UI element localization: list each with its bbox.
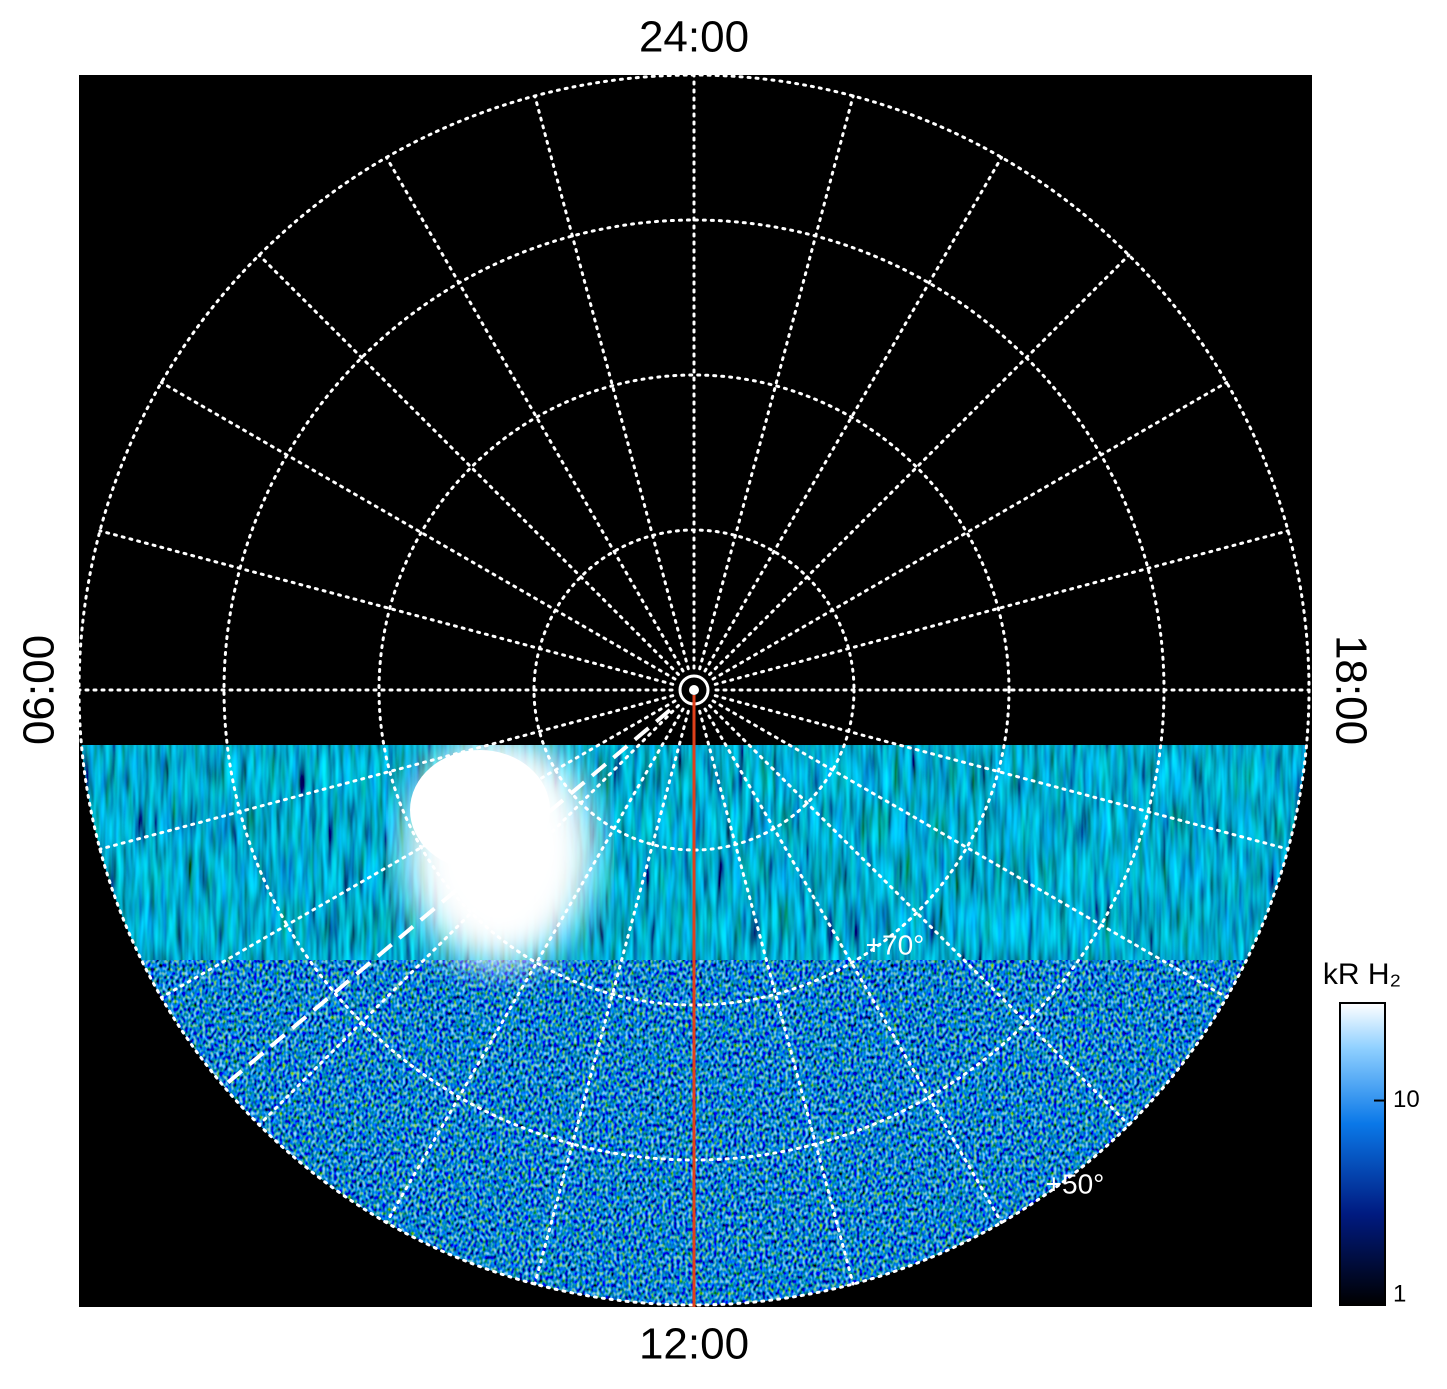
colorbar-tick-label: 10 — [1393, 1086, 1420, 1113]
pole-dot — [689, 685, 699, 695]
meridian — [385, 155, 685, 673]
meridian — [257, 704, 680, 1127]
meridian — [159, 381, 677, 681]
meridian — [711, 699, 1229, 999]
meridian — [711, 381, 1229, 681]
meridian — [385, 707, 685, 1225]
meridian — [703, 155, 1003, 673]
lt-left: 06:00 — [15, 635, 64, 745]
colorbar — [1339, 1002, 1386, 1306]
colorbar-axis: 1 10 — [1374, 1086, 1420, 1307]
meridian — [698, 709, 855, 1286]
meridian — [713, 529, 1290, 686]
meridian — [98, 529, 675, 686]
lt-top: 24:00 — [639, 13, 749, 62]
meridian — [98, 694, 675, 851]
colorbar-label: kR H₂ — [1323, 958, 1401, 991]
meridian — [708, 253, 1131, 676]
meridian — [713, 694, 1290, 851]
lt-bottom: 12:00 — [639, 1320, 749, 1369]
meridian — [708, 704, 1131, 1127]
meridian — [533, 94, 690, 671]
meridian — [703, 707, 1003, 1225]
meridian — [159, 699, 677, 999]
meridian — [698, 94, 855, 671]
lat-label: +70° — [866, 929, 925, 960]
colorbar-tick-label: 1 — [1393, 1280, 1406, 1307]
lt-right: 18:00 — [1326, 635, 1375, 745]
lat-label: +50° — [1046, 1168, 1105, 1199]
meridian — [257, 253, 680, 676]
bright-spot-core — [410, 750, 550, 870]
dashed-track — [223, 708, 672, 1087]
meridian — [533, 709, 690, 1286]
